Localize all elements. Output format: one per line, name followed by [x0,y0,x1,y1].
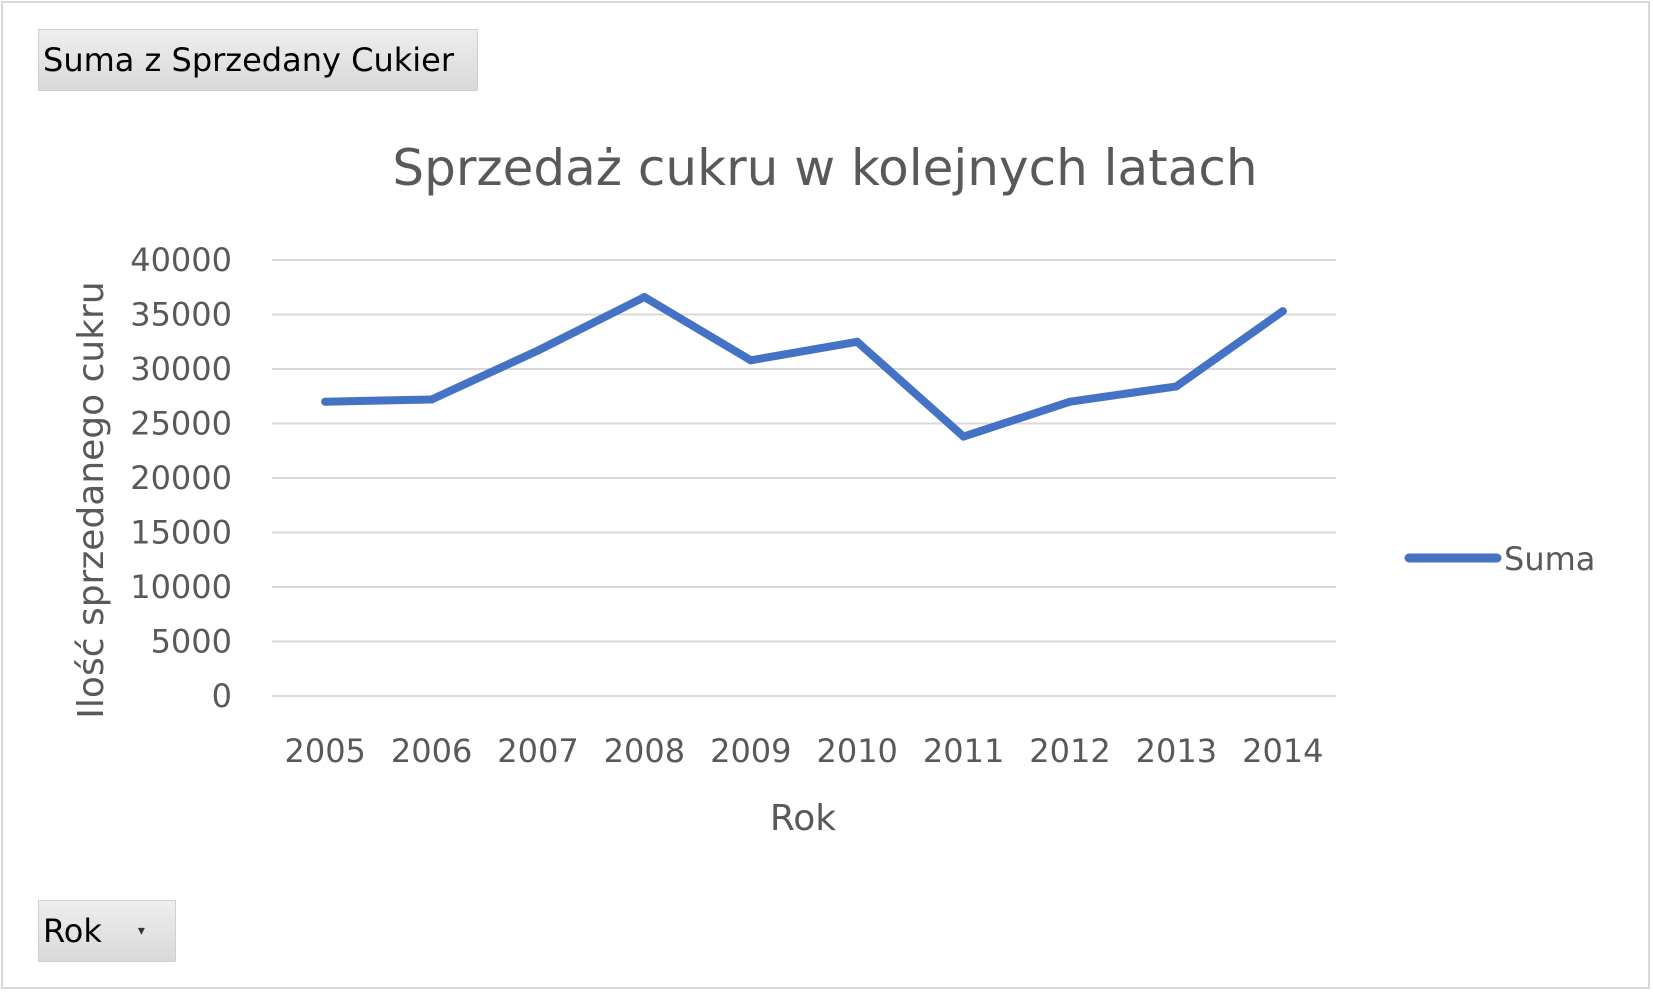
series-line-suma [321,293,1287,441]
series-lines [321,293,1287,441]
data-point-2011 [959,432,968,441]
x-tick-label-2013: 2013 [1136,732,1217,770]
legend: Suma [1404,540,1595,578]
y-tick-label-40000: 40000 [130,241,232,279]
x-tick-label-2011: 2011 [923,732,1004,770]
y-tick-label-35000: 35000 [130,296,232,334]
y-tick-label-25000: 25000 [130,405,232,443]
axis-field-button[interactable]: Rok ▾ [38,900,176,962]
x-axis-tick-labels: 2005 2006 2007 2008 2009 2010 2011 2012 2013 2014 [284,732,1323,770]
x-tick-label-2007: 2007 [497,732,578,770]
x-tick-label-2006: 2006 [391,732,472,770]
data-point-2010 [853,337,862,346]
x-tick-label-2014: 2014 [1242,732,1323,770]
data-point-2007 [534,346,542,355]
value-field-label: Suma z Sprzedany Cukier [43,41,454,79]
y-tick-label-10000: 10000 [130,568,232,606]
y-tick-label-0: 0 [212,677,232,715]
y-tick-label-15000: 15000 [130,514,232,552]
x-tick-label-2005: 2005 [284,732,365,770]
chart-title: Sprzedaż cukru w kolejnych latach [392,139,1257,197]
y-axis-title: Ilość sprzedanego cukru [71,281,112,718]
x-tick-label-2010: 2010 [816,732,897,770]
data-point-2005 [321,397,330,406]
y-tick-label-5000: 5000 [151,623,232,661]
x-tick-label-2008: 2008 [604,732,685,770]
data-point-2014 [1278,307,1287,316]
x-tick-label-2009: 2009 [710,732,791,770]
data-point-2009 [746,356,755,365]
data-point-2012 [1066,397,1074,406]
data-point-2006 [427,395,436,404]
y-tick-label-30000: 30000 [130,350,232,388]
legend-label-suma: Suma [1504,540,1595,578]
x-tick-label-2012: 2012 [1029,732,1110,770]
y-tick-label-20000: 20000 [130,459,232,497]
value-field-button[interactable]: Suma z Sprzedany Cukier [38,29,478,91]
gridlines [272,259,1336,697]
x-axis-title: Rok [770,798,836,839]
data-point-2008 [640,293,649,302]
axis-field-label: Rok [43,912,102,950]
data-point-2013 [1172,382,1181,391]
y-axis-tick-labels: 0 5000 10000 15000 20000 25000 30000 35000 40000 [130,241,232,715]
chevron-down-icon[interactable]: ▾ [137,923,145,939]
